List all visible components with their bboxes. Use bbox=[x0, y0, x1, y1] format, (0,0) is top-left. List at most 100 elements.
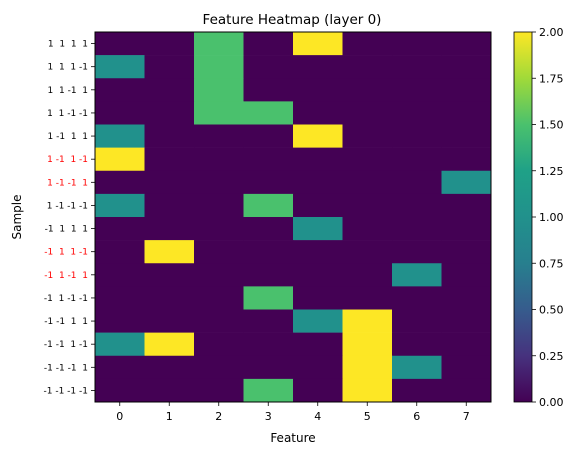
heatmap-cell bbox=[441, 332, 492, 357]
heatmap-cell bbox=[392, 78, 442, 102]
x-tick-label: 7 bbox=[463, 410, 470, 423]
heatmap-cell bbox=[243, 217, 294, 241]
heatmap-cell bbox=[293, 286, 343, 310]
heatmap-cell bbox=[441, 78, 492, 102]
heatmap-cells bbox=[95, 32, 492, 403]
heatmap-cell bbox=[293, 124, 343, 148]
heatmap-cell bbox=[95, 286, 145, 310]
x-tick-label: 4 bbox=[314, 410, 321, 423]
y-tick-label: 1 -1 1 -1 bbox=[47, 155, 88, 165]
y-tick-label: -1 -1 1 1 bbox=[44, 317, 88, 327]
heatmap-cell bbox=[342, 355, 393, 380]
heatmap-cell bbox=[194, 217, 244, 241]
heatmap-cell bbox=[342, 32, 393, 56]
colorbar bbox=[513, 31, 533, 403]
heatmap-cell bbox=[95, 217, 145, 241]
heatmap-cell bbox=[194, 332, 244, 357]
heatmap-cell bbox=[441, 193, 492, 218]
heatmap-cell bbox=[95, 124, 145, 148]
heatmap-cell bbox=[392, 55, 442, 79]
colorbar-tick-label: 1.50 bbox=[539, 119, 564, 132]
heatmap-cell bbox=[293, 240, 343, 264]
heatmap-cell bbox=[392, 170, 442, 195]
heatmap-cell bbox=[194, 309, 244, 333]
heatmap-cell bbox=[144, 101, 195, 125]
heatmap-cell bbox=[144, 124, 195, 148]
heatmap-cell bbox=[392, 263, 442, 287]
heatmap-cell bbox=[392, 101, 442, 125]
heatmap-cell bbox=[392, 32, 442, 56]
y-tick-label: -1 1 1 -1 bbox=[44, 248, 88, 258]
heatmap-cell bbox=[293, 263, 343, 287]
heatmap-cell bbox=[293, 378, 343, 403]
x-tick-label: 2 bbox=[215, 410, 222, 423]
heatmap-cell bbox=[95, 355, 145, 380]
heatmap-cell bbox=[441, 147, 492, 172]
heatmap-cell bbox=[441, 101, 492, 125]
heatmap-cell bbox=[441, 378, 492, 403]
heatmap-cell bbox=[243, 309, 294, 333]
heatmap-cell bbox=[144, 286, 195, 310]
y-tick-label: 1 1 1 -1 bbox=[48, 63, 88, 73]
heatmap-cell bbox=[144, 355, 195, 380]
y-tick-label: -1 1 1 1 bbox=[45, 225, 88, 235]
heatmap-cell bbox=[95, 240, 145, 264]
heatmap-cell bbox=[392, 309, 442, 333]
heatmap-cell bbox=[243, 332, 294, 357]
heatmap-cell bbox=[441, 170, 492, 195]
heatmap-cell bbox=[293, 78, 343, 102]
heatmap-cell bbox=[243, 147, 294, 172]
heatmap-cell bbox=[342, 78, 393, 102]
heatmap-cell bbox=[441, 124, 492, 148]
heatmap-cell bbox=[95, 263, 145, 287]
heatmap-cell bbox=[441, 55, 492, 79]
heatmap-cell bbox=[293, 309, 343, 333]
y-tick-label: -1 1 -1 1 bbox=[44, 271, 88, 281]
heatmap-cell bbox=[392, 124, 442, 148]
y-tick-label: -1 1 -1 -1 bbox=[44, 294, 88, 304]
heatmap-cell bbox=[95, 147, 145, 172]
colorbar-tick-label: 2.00 bbox=[539, 26, 564, 39]
heatmap-cell bbox=[95, 332, 145, 357]
heatmap-cell bbox=[441, 32, 492, 56]
heatmap-cell bbox=[144, 147, 195, 172]
heatmap-cell bbox=[441, 217, 492, 241]
heatmap-cell bbox=[342, 170, 393, 195]
plot-frame bbox=[94, 31, 492, 403]
heatmap-cell bbox=[342, 55, 393, 79]
x-axis-ticks: 0 1 2 3 4 5 6 7 bbox=[116, 402, 470, 423]
heatmap-cell bbox=[95, 378, 145, 403]
heatmap-cell bbox=[144, 263, 195, 287]
heatmap-cell bbox=[392, 332, 442, 357]
heatmap-cell bbox=[392, 378, 442, 403]
y-tick-label: 1 1 -1 1 bbox=[48, 86, 88, 96]
heatmap-cell bbox=[144, 378, 195, 403]
heatmap-cell bbox=[144, 170, 195, 195]
y-tick-label: 1 1 -1 -1 bbox=[47, 109, 88, 119]
heatmap-cell bbox=[95, 55, 145, 79]
heatmap-cell bbox=[342, 378, 393, 403]
heatmap-cell bbox=[95, 78, 145, 102]
x-tick-label: 3 bbox=[265, 410, 272, 423]
y-tick-label: -1 -1 -1 -1 bbox=[44, 386, 88, 396]
heatmap-cell bbox=[144, 32, 195, 56]
heatmap-cell bbox=[95, 32, 145, 56]
x-tick-label: 1 bbox=[166, 410, 173, 423]
chart-title: Feature Heatmap (layer 0) bbox=[203, 12, 382, 28]
heatmap-cell bbox=[441, 309, 492, 333]
heatmap-cell bbox=[441, 263, 492, 287]
heatmap-cell bbox=[194, 355, 244, 380]
x-tick-label: 5 bbox=[364, 410, 371, 423]
heatmap-cell bbox=[342, 101, 393, 125]
heatmap-cell bbox=[194, 240, 244, 264]
x-tick-label: 6 bbox=[413, 410, 420, 423]
heatmap-cell bbox=[342, 217, 393, 241]
heatmap-cell bbox=[293, 101, 343, 125]
heatmap-cell bbox=[95, 193, 145, 218]
heatmap-cell bbox=[342, 263, 393, 287]
heatmap-cell bbox=[441, 240, 492, 264]
y-tick-label: 1 -1 -1 1 bbox=[47, 178, 88, 188]
heatmap-cell bbox=[144, 217, 195, 241]
heatmap-cell bbox=[144, 240, 195, 264]
colorbar-tick-label: 1.00 bbox=[539, 211, 564, 224]
